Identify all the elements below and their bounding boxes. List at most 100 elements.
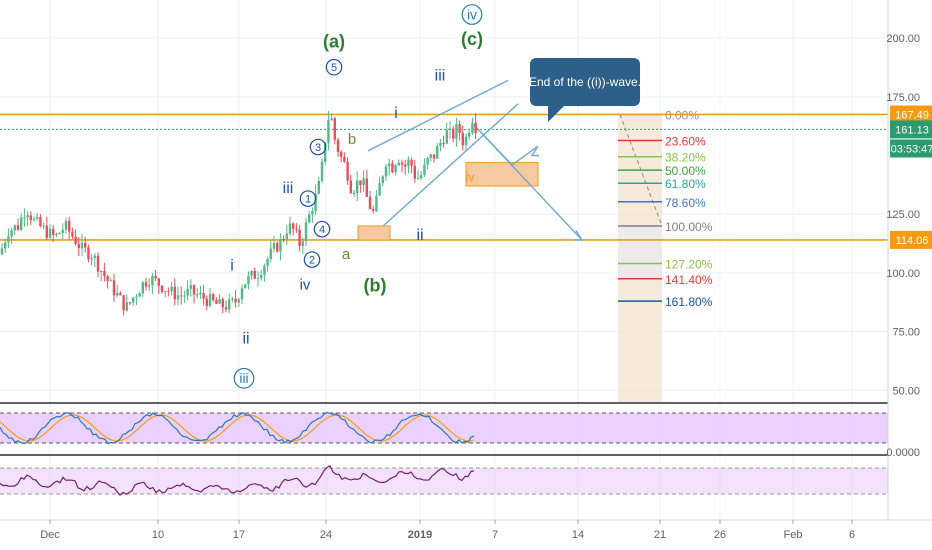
candle-body: [212, 294, 215, 301]
candle-body: [141, 282, 144, 294]
candle-body: [10, 230, 13, 237]
fib-zone-extension: [618, 225, 662, 279]
stoch-k-line: [0, 411, 475, 445]
candle-body: [413, 165, 416, 179]
callout-pointer: [548, 104, 566, 122]
fib-level-label: 127.20%: [665, 258, 713, 272]
candle-body: [148, 285, 151, 287]
oscillator-panels: [0, 402, 888, 521]
horizontal-levels: [0, 113, 888, 241]
candle-body: [455, 124, 458, 139]
candle-body: [311, 211, 314, 215]
candle-body: [183, 295, 186, 297]
x-tick-label: 26: [714, 529, 726, 541]
candle-body: [93, 255, 96, 258]
candle-body: [288, 223, 292, 234]
candle-body: [314, 193, 317, 212]
wave-label: ii: [416, 227, 423, 244]
candle-body: [186, 288, 189, 296]
wave-label-circle: [299, 190, 317, 207]
x-tick-label: 7: [492, 529, 498, 541]
candle-body: [36, 217, 39, 219]
channel-line-upper: [367, 79, 509, 152]
candle-body: [340, 151, 343, 157]
wave-label: 2: [309, 255, 315, 267]
candle-body: [330, 118, 333, 121]
candle-body: [74, 236, 77, 245]
candle-body: [359, 180, 362, 185]
candle-body: [128, 302, 132, 304]
wave-label: 1: [305, 193, 311, 205]
candle-body: [356, 180, 359, 194]
candle-body: [106, 276, 109, 282]
candle-body: [0, 248, 4, 255]
candle-body: [276, 243, 279, 252]
wave-label-circle: [309, 138, 327, 156]
candle-body: [208, 294, 212, 306]
candle-body: [61, 229, 64, 233]
candle-body: [228, 299, 231, 310]
candle-body: [87, 247, 90, 260]
callout-text: End of the ((i))-wave.: [529, 75, 641, 89]
candle-body: [365, 178, 368, 197]
wave-label: iv: [467, 6, 477, 22]
candle-body: [256, 278, 260, 280]
fib-level-label: 50.00%: [665, 164, 706, 178]
trend-drawings: [357, 79, 584, 241]
candle-body: [144, 282, 148, 287]
wave-label-circle: [325, 58, 343, 76]
channel-line-lower: [377, 103, 519, 232]
candle-body: [442, 143, 445, 145]
candle-body: [109, 280, 112, 282]
candle-body: [247, 275, 250, 285]
wave-label-circle: [233, 367, 255, 389]
candle-body: [7, 236, 10, 243]
price-tags: 167.49 161.13 03:53:47 114.06: [890, 105, 932, 249]
y-tick-label: 100.00: [886, 268, 920, 280]
candle-body: [116, 292, 119, 296]
price-tag-label: 03:53:47: [891, 143, 932, 155]
candle-body: [138, 293, 141, 297]
candle-body: [471, 122, 474, 133]
candle-body: [381, 176, 384, 184]
candle-body: [394, 165, 397, 173]
y-tick-label: 175.00: [886, 92, 920, 104]
candle-body: [151, 275, 154, 286]
candle-body: [4, 242, 7, 249]
wave-label: 4: [319, 224, 325, 236]
candle-body: [304, 222, 308, 242]
candle-body: [253, 271, 256, 279]
candle-body: [266, 258, 269, 266]
candle-body: [215, 300, 218, 304]
candle-body: [16, 225, 20, 230]
wave-label: i: [394, 105, 398, 122]
candle-body: [295, 228, 298, 230]
candle-body: [192, 285, 196, 295]
wave-label: (a): [323, 32, 345, 52]
fib-level-label: 38.20%: [665, 151, 706, 165]
candle-body: [423, 164, 426, 175]
fib-level-label: 161.80%: [665, 295, 713, 309]
candle-body: [333, 118, 336, 140]
candle-body: [324, 142, 327, 162]
candle-body: [20, 217, 23, 230]
callout-box[interactable]: End of the ((i))-wave.: [529, 58, 641, 122]
wave-label: b: [348, 131, 356, 148]
candle-body: [119, 292, 122, 296]
y-tick-label: 75.00: [892, 327, 920, 339]
candle-body: [343, 156, 346, 162]
candle-body: [237, 299, 240, 303]
candle-body: [362, 178, 365, 185]
candle-body: [378, 183, 381, 196]
wave-label: 5: [331, 62, 337, 74]
candle-body: [64, 220, 68, 230]
candle-body: [77, 244, 80, 249]
candle-body: [397, 162, 400, 166]
candle-body: [349, 180, 352, 194]
candle-body: [112, 280, 116, 296]
target-box: [465, 162, 539, 187]
wave-label: (b): [364, 276, 387, 296]
candle-body: [368, 196, 372, 210]
candle-body: [263, 265, 266, 275]
